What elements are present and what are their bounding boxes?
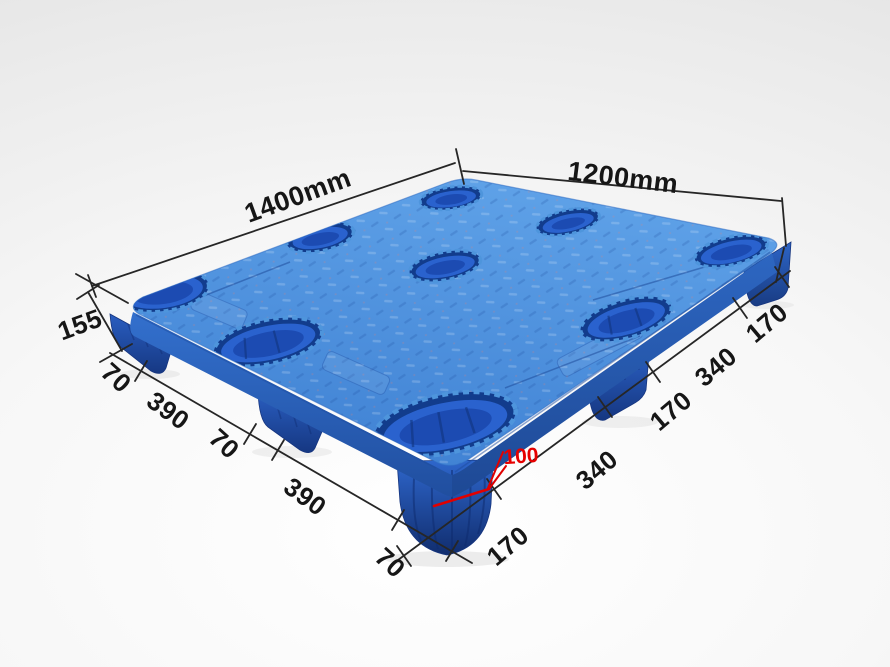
nesting-hole <box>418 184 484 212</box>
dim-tick <box>271 439 285 461</box>
dim-label-foot-100: 100 <box>502 443 540 470</box>
dim-line-width-1200 <box>462 170 782 202</box>
dim-tick <box>396 545 412 567</box>
dim-tick <box>243 423 257 445</box>
dim-tick <box>99 343 133 363</box>
dim-line-length-1400 <box>91 162 456 287</box>
dim-tick <box>134 360 148 382</box>
nesting-hole <box>535 207 601 237</box>
dim-extension <box>781 197 787 247</box>
red-leader-line <box>487 451 504 489</box>
pallet-deck <box>132 178 778 473</box>
dim-line-left-edge <box>109 352 473 564</box>
dim-tick <box>391 509 405 531</box>
deck-front-edge-shade <box>135 251 771 473</box>
red-leader-line <box>488 465 507 490</box>
dim-line-height-155 <box>87 291 123 352</box>
dim-extension <box>775 247 785 283</box>
dim-tick <box>732 297 748 319</box>
dim-tick <box>774 266 790 288</box>
deck-edge <box>132 178 778 467</box>
nesting-hole <box>578 294 674 344</box>
dim-extension <box>75 273 129 304</box>
red-dimension-marks <box>432 451 507 508</box>
nesting-hole <box>372 389 518 459</box>
side-wall-left <box>130 312 452 497</box>
pallet-side-walls <box>130 253 777 497</box>
deck-grooves <box>195 261 709 389</box>
dim-tick <box>645 361 661 383</box>
dim-tick <box>597 396 613 418</box>
dim-tick <box>87 274 97 298</box>
dimension-lines <box>75 148 791 567</box>
nesting-hole <box>407 248 483 284</box>
foot-left-corner <box>109 313 173 374</box>
dim-line-right-edge <box>397 270 791 561</box>
dim-tick <box>455 148 465 185</box>
dim-tick <box>76 284 100 300</box>
red-foot-edge-line <box>432 487 491 508</box>
nesting-holes <box>133 184 769 459</box>
ground-shadows <box>120 301 794 567</box>
side-wall-right <box>452 253 777 497</box>
dim-tick <box>445 540 459 562</box>
